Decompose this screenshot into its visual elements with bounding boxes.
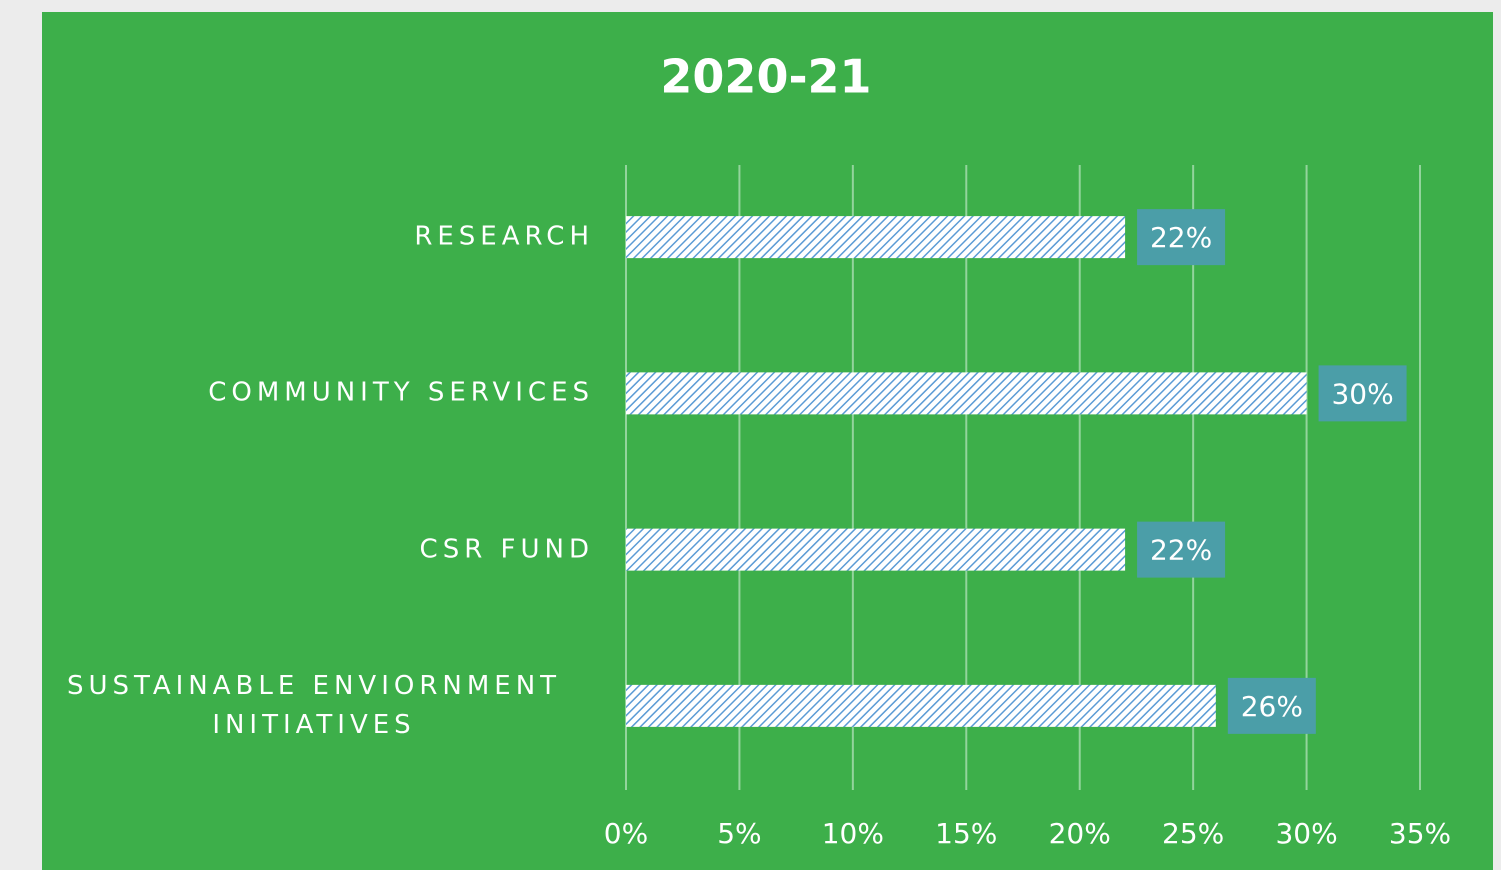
bar (626, 528, 1126, 571)
x-tick-label: 10% (822, 817, 884, 850)
data-label: 26% (1241, 690, 1303, 723)
x-tick-label: 15% (935, 817, 997, 850)
chart-title: 2020-21 (660, 50, 871, 104)
x-tick-label: 0% (604, 817, 648, 850)
bar (626, 684, 1216, 727)
y-tick-label: SUSTAINABLE ENVIORNMENT INITIATIVES (66, 670, 562, 740)
x-tick-label: 20% (1049, 817, 1111, 850)
y-tick-label: RESEARCH (414, 221, 594, 252)
data-label-box (1318, 365, 1407, 422)
bar (626, 372, 1307, 415)
y-tick-label: COMMUNITY SERVICES (208, 377, 594, 408)
x-tick-label: 35% (1389, 817, 1451, 850)
data-label-box (1137, 521, 1226, 578)
data-label-box (1227, 677, 1316, 734)
x-tick-label: 30% (1275, 817, 1337, 850)
data-label: 22% (1150, 221, 1212, 254)
data-label: 30% (1331, 377, 1393, 410)
data-label-box (1137, 209, 1226, 266)
data-label: 22% (1150, 534, 1212, 567)
x-tick-label: 25% (1162, 817, 1224, 850)
bar (626, 216, 1126, 259)
x-tick-label: 5% (717, 817, 761, 850)
y-tick-label: CSR FUND (419, 534, 594, 565)
